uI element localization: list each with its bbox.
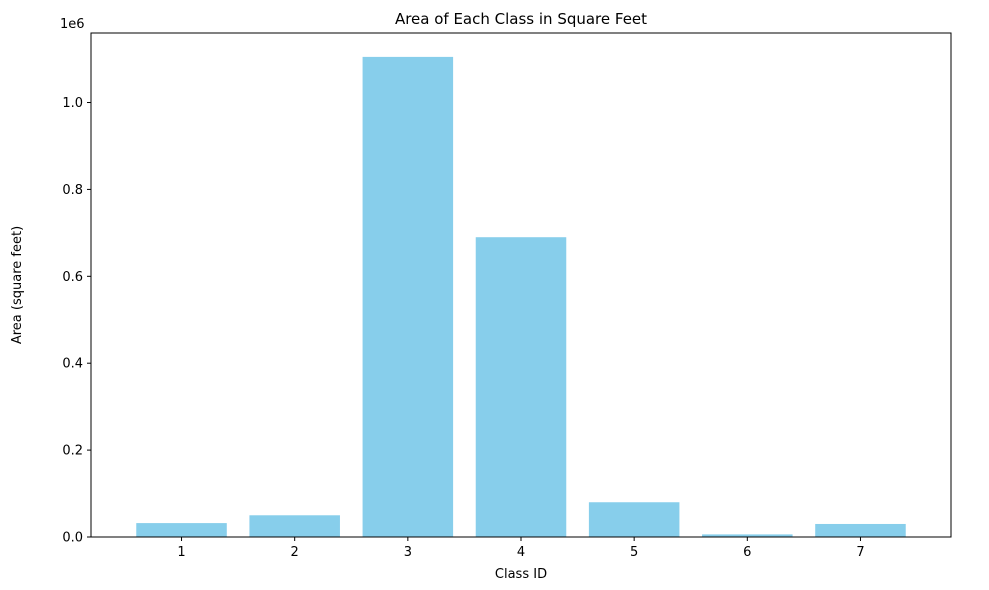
y-tick-label: 0.0 [62,531,83,546]
x-axis-label: Class ID [495,567,547,582]
x-tick-label: 7 [856,545,864,560]
bar-class-5 [588,502,680,537]
bar-class-6 [702,534,793,537]
y-tick-label: 0.6 [62,270,83,285]
plot-frame [90,32,952,538]
x-tick-label: 1 [177,545,185,560]
x-tick-label: 2 [291,545,299,560]
y-tick-label: 0.2 [62,444,83,459]
bar-class-4 [475,237,567,537]
y-axis-label: Area (square feet) [10,226,25,344]
x-tick-label: 4 [517,545,525,560]
y-tick-label: 0.4 [62,357,83,372]
bar-class-2 [249,515,340,537]
x-tick-label: 3 [404,545,412,560]
y-tick-label: 0.8 [62,183,83,198]
chart-title: Area of Each Class in Square Feet [395,10,647,28]
y-axis-ticks: 0.0 0.2 0.4 0.6 0.8 1.0 [62,96,91,546]
bar-class-3 [362,56,454,538]
x-axis-ticks: 1 2 3 4 5 6 7 [177,537,865,560]
bar-class-7 [815,523,906,537]
x-tick-label: 5 [630,545,638,560]
x-tick-label: 6 [743,545,751,560]
y-offset-label: 1e6 [60,17,85,32]
bar-class-1 [136,523,227,537]
y-tick-label: 1.0 [62,96,83,111]
bars [136,56,906,538]
